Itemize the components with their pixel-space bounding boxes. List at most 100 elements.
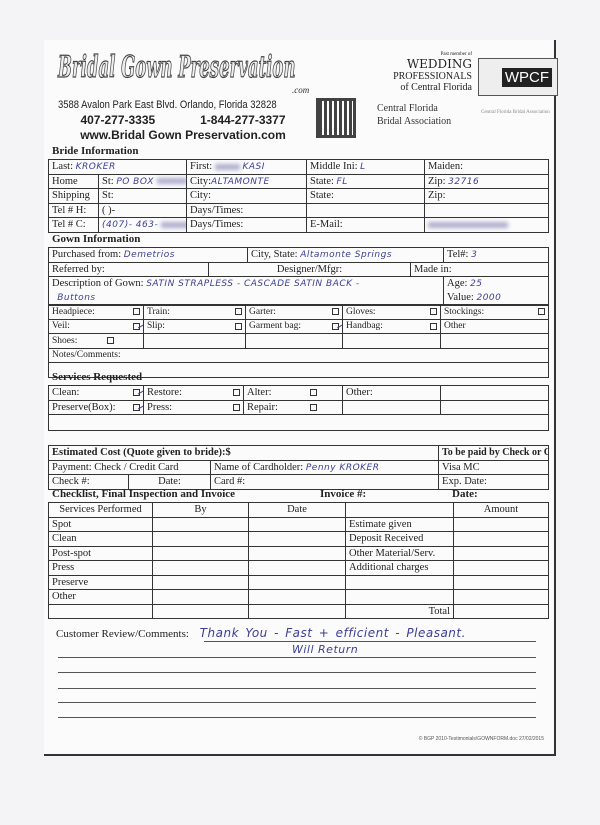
checked-checkbox-icon[interactable] [133,403,140,411]
checkbox-icon[interactable] [133,308,140,316]
email-field[interactable] [424,217,549,233]
date-field[interactable] [248,531,346,547]
purchased-from-field[interactable]: Purchased from: Demetrios [48,247,248,263]
home-zip-field[interactable]: Zip: 32716 [424,173,549,189]
charge-label: Total [345,603,454,619]
age-value-field[interactable]: Age: 25 Value: 2000 [443,276,550,306]
item-headpiece[interactable]: Headpiece: [48,304,144,320]
item-handbag[interactable]: Handbag: [342,318,441,334]
shipping-city-field[interactable]: City: [186,188,307,204]
home-street-field[interactable]: St: PO BOX [98,173,187,189]
checkbox-icon[interactable] [430,322,437,330]
amount-field[interactable] [453,560,549,576]
tel-home-field[interactable]: ( )- [98,202,187,218]
date-field[interactable] [248,516,346,532]
service-restore[interactable]: Restore: [143,385,244,401]
amount-field[interactable] [453,589,549,605]
service-clean[interactable]: Clean: [48,385,144,401]
date-field[interactable] [248,603,346,619]
gown-tel-field[interactable]: Tel#: 3 [443,247,550,263]
service-performed: Press [48,560,153,576]
checkbox-icon[interactable] [107,337,114,345]
shipping-state-field[interactable]: State: [306,188,425,204]
card-type-field[interactable]: Visa MC [438,459,550,475]
first-name-field[interactable]: First: KASI [186,159,307,175]
item-train[interactable]: Train: [143,304,246,320]
amount-field[interactable] [453,531,549,547]
tel-cell-field[interactable]: (407)- 463- [98,217,187,233]
item-stockings[interactable]: Stockings: [440,304,549,320]
checkbox-icon[interactable] [233,403,240,411]
checkbox-icon[interactable] [310,403,317,411]
services-notes-field[interactable] [48,414,549,431]
checkbox-icon[interactable] [310,389,317,397]
checkbox-icon[interactable] [235,308,242,316]
item-other[interactable]: Other [440,318,549,334]
referred-by-field[interactable]: Referred by: [48,261,209,277]
shipping-zip-field[interactable]: Zip: [424,188,549,204]
item-gloves[interactable]: Gloves: [342,304,441,320]
middle-initial-field[interactable]: Middle Ini: L [306,159,425,175]
item-garter[interactable]: Garter: [245,304,343,320]
tel-cell-days-field[interactable]: Days/Times: [186,217,307,233]
amount-field[interactable] [453,516,549,532]
amount-field[interactable] [453,574,549,590]
check-date-field[interactable]: Date: [128,474,211,490]
checkbox-icon[interactable] [332,308,339,316]
check-number-field[interactable]: Check #: [48,474,129,490]
field-label: Purchased from: [52,249,122,261]
service-preserve-box[interactable]: Preserve(Box): [48,399,144,415]
service-alter[interactable]: Alter: [243,385,343,401]
service-other[interactable]: Other: [342,385,441,401]
by-field[interactable] [152,545,249,561]
checkbox-icon[interactable] [233,389,240,397]
cardholder-field[interactable]: Name of Cardholder: Penny KROKER [209,459,440,475]
col-by: By [152,502,249,518]
made-in-field[interactable]: Made in: [409,261,550,277]
shipping-street-field[interactable]: St: [98,188,187,204]
field-label: St: [102,175,114,187]
amount-field[interactable] [453,545,549,561]
notes-field[interactable]: Notes/Comments: [48,347,549,363]
by-field[interactable] [152,574,249,590]
amount-field[interactable] [453,603,549,619]
maiden-name-field[interactable]: Maiden: [424,159,549,175]
item-garment-bag[interactable]: Garment bag: [245,318,343,334]
checked-checkbox-icon[interactable] [332,322,339,330]
date-field[interactable] [248,545,346,561]
estimated-cost-field[interactable]: Estimated Cost (Quote given to bride):$ [47,445,440,461]
by-field[interactable] [152,516,249,532]
payment-method-field[interactable]: Payment: Check / Credit Card [48,459,211,475]
service-press[interactable]: Press: [143,399,244,415]
last-name-field[interactable]: Last: KROKER [48,159,187,175]
checked-checkbox-icon[interactable] [133,322,140,330]
tel-home-days-field[interactable]: Days/Times: [186,202,307,218]
date-field[interactable] [248,560,346,576]
checkbox-item: Shoes: [52,336,114,346]
card-number-field[interactable]: Card #: [209,474,440,490]
checked-checkbox-icon[interactable] [133,389,140,397]
checkbox-icon[interactable] [538,308,545,316]
date-field[interactable] [248,589,346,605]
item-veil[interactable]: Veil: [48,318,144,334]
item-slip[interactable]: Slip: [143,318,246,334]
by-field[interactable] [152,560,249,576]
checkbox-icon[interactable] [235,322,242,330]
by-field[interactable] [152,603,249,619]
service-repair[interactable]: Repair: [243,399,343,415]
empty-cell [342,333,441,349]
by-field[interactable] [152,531,249,547]
checklist-row: Press Additional charges [48,560,549,576]
notes-field-line-2[interactable] [48,362,549,378]
exp-date-field[interactable]: Exp. Date: [438,474,550,490]
description-field[interactable]: Description of Gown: SATIN STRAPLESS - C… [47,276,445,306]
city-state-field[interactable]: City, State: Altamonte Springs [246,247,445,263]
home-city-field[interactable]: City:ALTAMONTE [186,173,307,189]
home-state-field[interactable]: State: FL [306,173,425,189]
checkbox-item: Alter: [247,387,317,398]
item-shoes[interactable]: Shoes: [48,333,144,349]
checkbox-icon[interactable] [430,308,437,316]
designer-field[interactable]: Designer/Mfgr: [208,261,411,277]
date-field[interactable] [248,574,346,590]
by-field[interactable] [152,589,249,605]
